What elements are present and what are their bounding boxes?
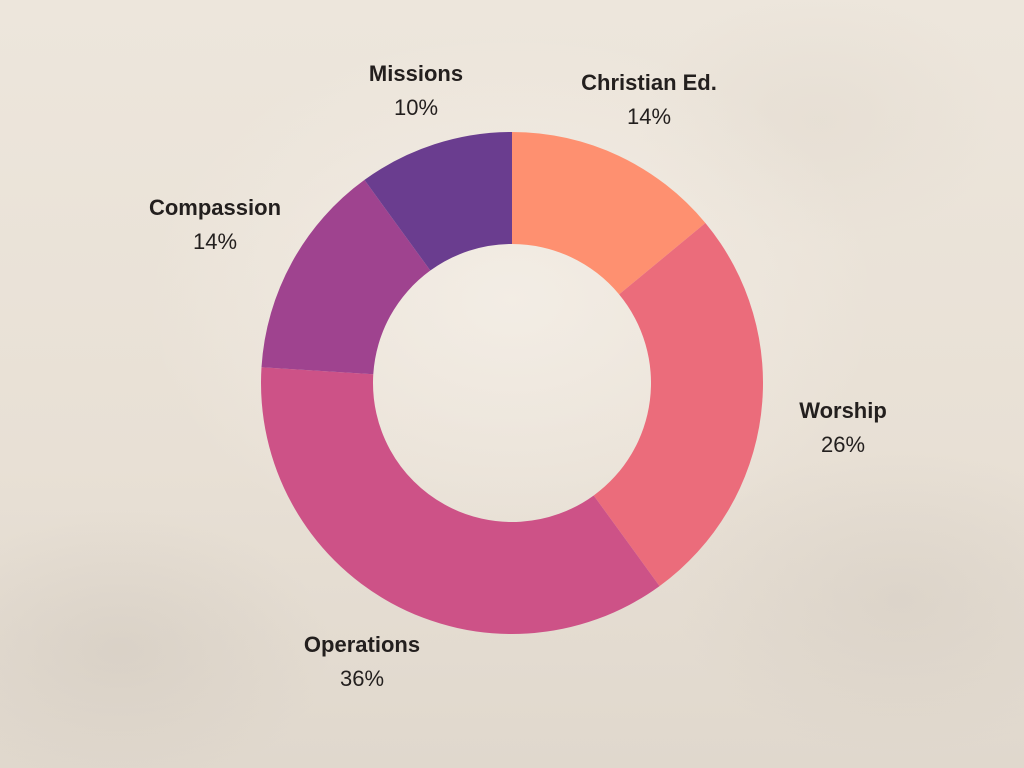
slice-compassion	[261, 179, 431, 375]
slice-operations	[261, 367, 660, 634]
slice-percent: 14%	[192, 229, 238, 254]
slice-name: Missions	[368, 61, 464, 86]
slice-missions	[364, 132, 512, 271]
slice-worship	[593, 223, 763, 587]
slice-percent: 10%	[393, 95, 439, 120]
donut-slices	[261, 132, 763, 634]
slice-name: Christian Ed.	[581, 70, 717, 95]
slice-name: Compassion	[148, 195, 282, 220]
slice-name: Worship	[799, 398, 887, 423]
label-worship: Worship 26%	[799, 398, 887, 458]
slice-percent: 26%	[820, 432, 866, 457]
label-operations: Operations 36%	[304, 632, 420, 692]
label-compassion: Compassion 14%	[149, 195, 281, 255]
label-missions: Missions 10%	[369, 61, 463, 121]
slice-christian-ed	[512, 132, 706, 295]
slice-percent: 36%	[339, 666, 385, 691]
label-christian-ed: Christian Ed. 14%	[581, 70, 717, 130]
slice-name: Operations	[303, 632, 421, 657]
slice-percent: 14%	[626, 104, 672, 129]
